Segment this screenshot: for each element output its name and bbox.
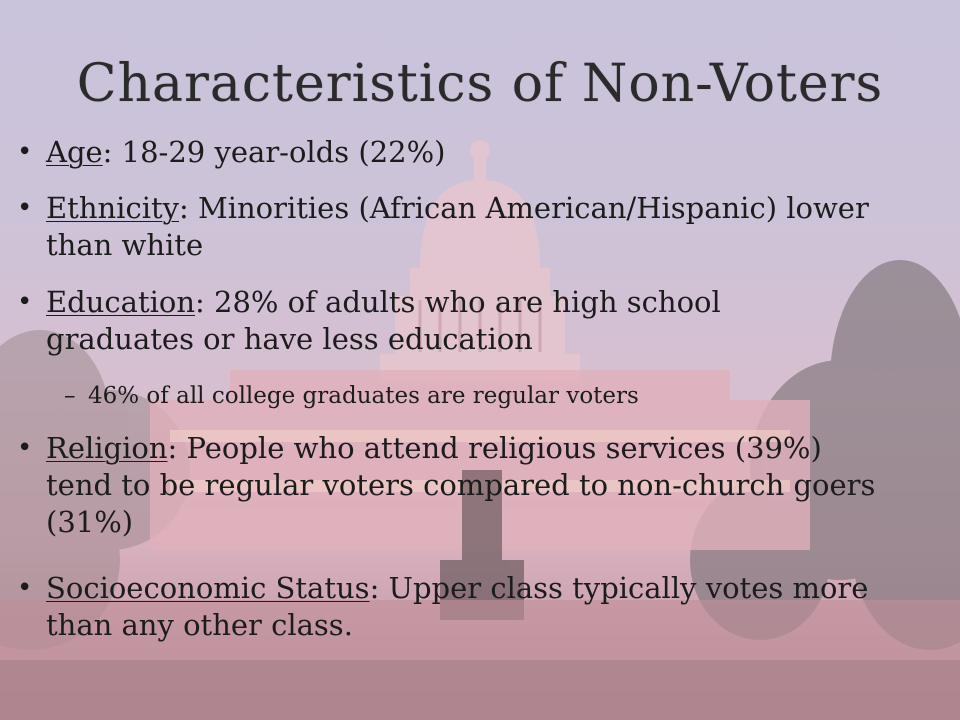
bullet-religion: Religion: People who attend religious se… [17,430,876,541]
bullet-term: Ethnicity [46,191,180,225]
subbullet-college: 46% of all college graduates are regular… [64,381,848,411]
bullet-text: : 28% of adults who are high school grad… [46,285,721,356]
bullet-socioeconomic: Socioeconomic Status: Upper class typica… [17,570,876,644]
bullet-text: : 18-29 year-olds (22%) [102,135,446,169]
bullet-term: Age [46,135,103,169]
bullet-education: Education: 28% of adults who are high sc… [17,284,876,358]
bullet-term: Religion [46,431,168,465]
bullet-text: : Upper class typically votes more than … [46,571,869,642]
bullet-text: : People who attend religious services (… [46,431,876,539]
slide-title: Characteristics of Non-Voters [76,54,884,114]
bullet-text: : Minorities (African American/Hispanic)… [46,191,869,262]
bullet-ethnicity: Ethnicity: Minorities (African American/… [17,190,876,264]
bullet-age: Age: 18-29 year-olds (22%) [17,134,876,171]
bullet-term: Education [46,285,196,319]
bullet-term: Socioeconomic Status [46,571,370,605]
